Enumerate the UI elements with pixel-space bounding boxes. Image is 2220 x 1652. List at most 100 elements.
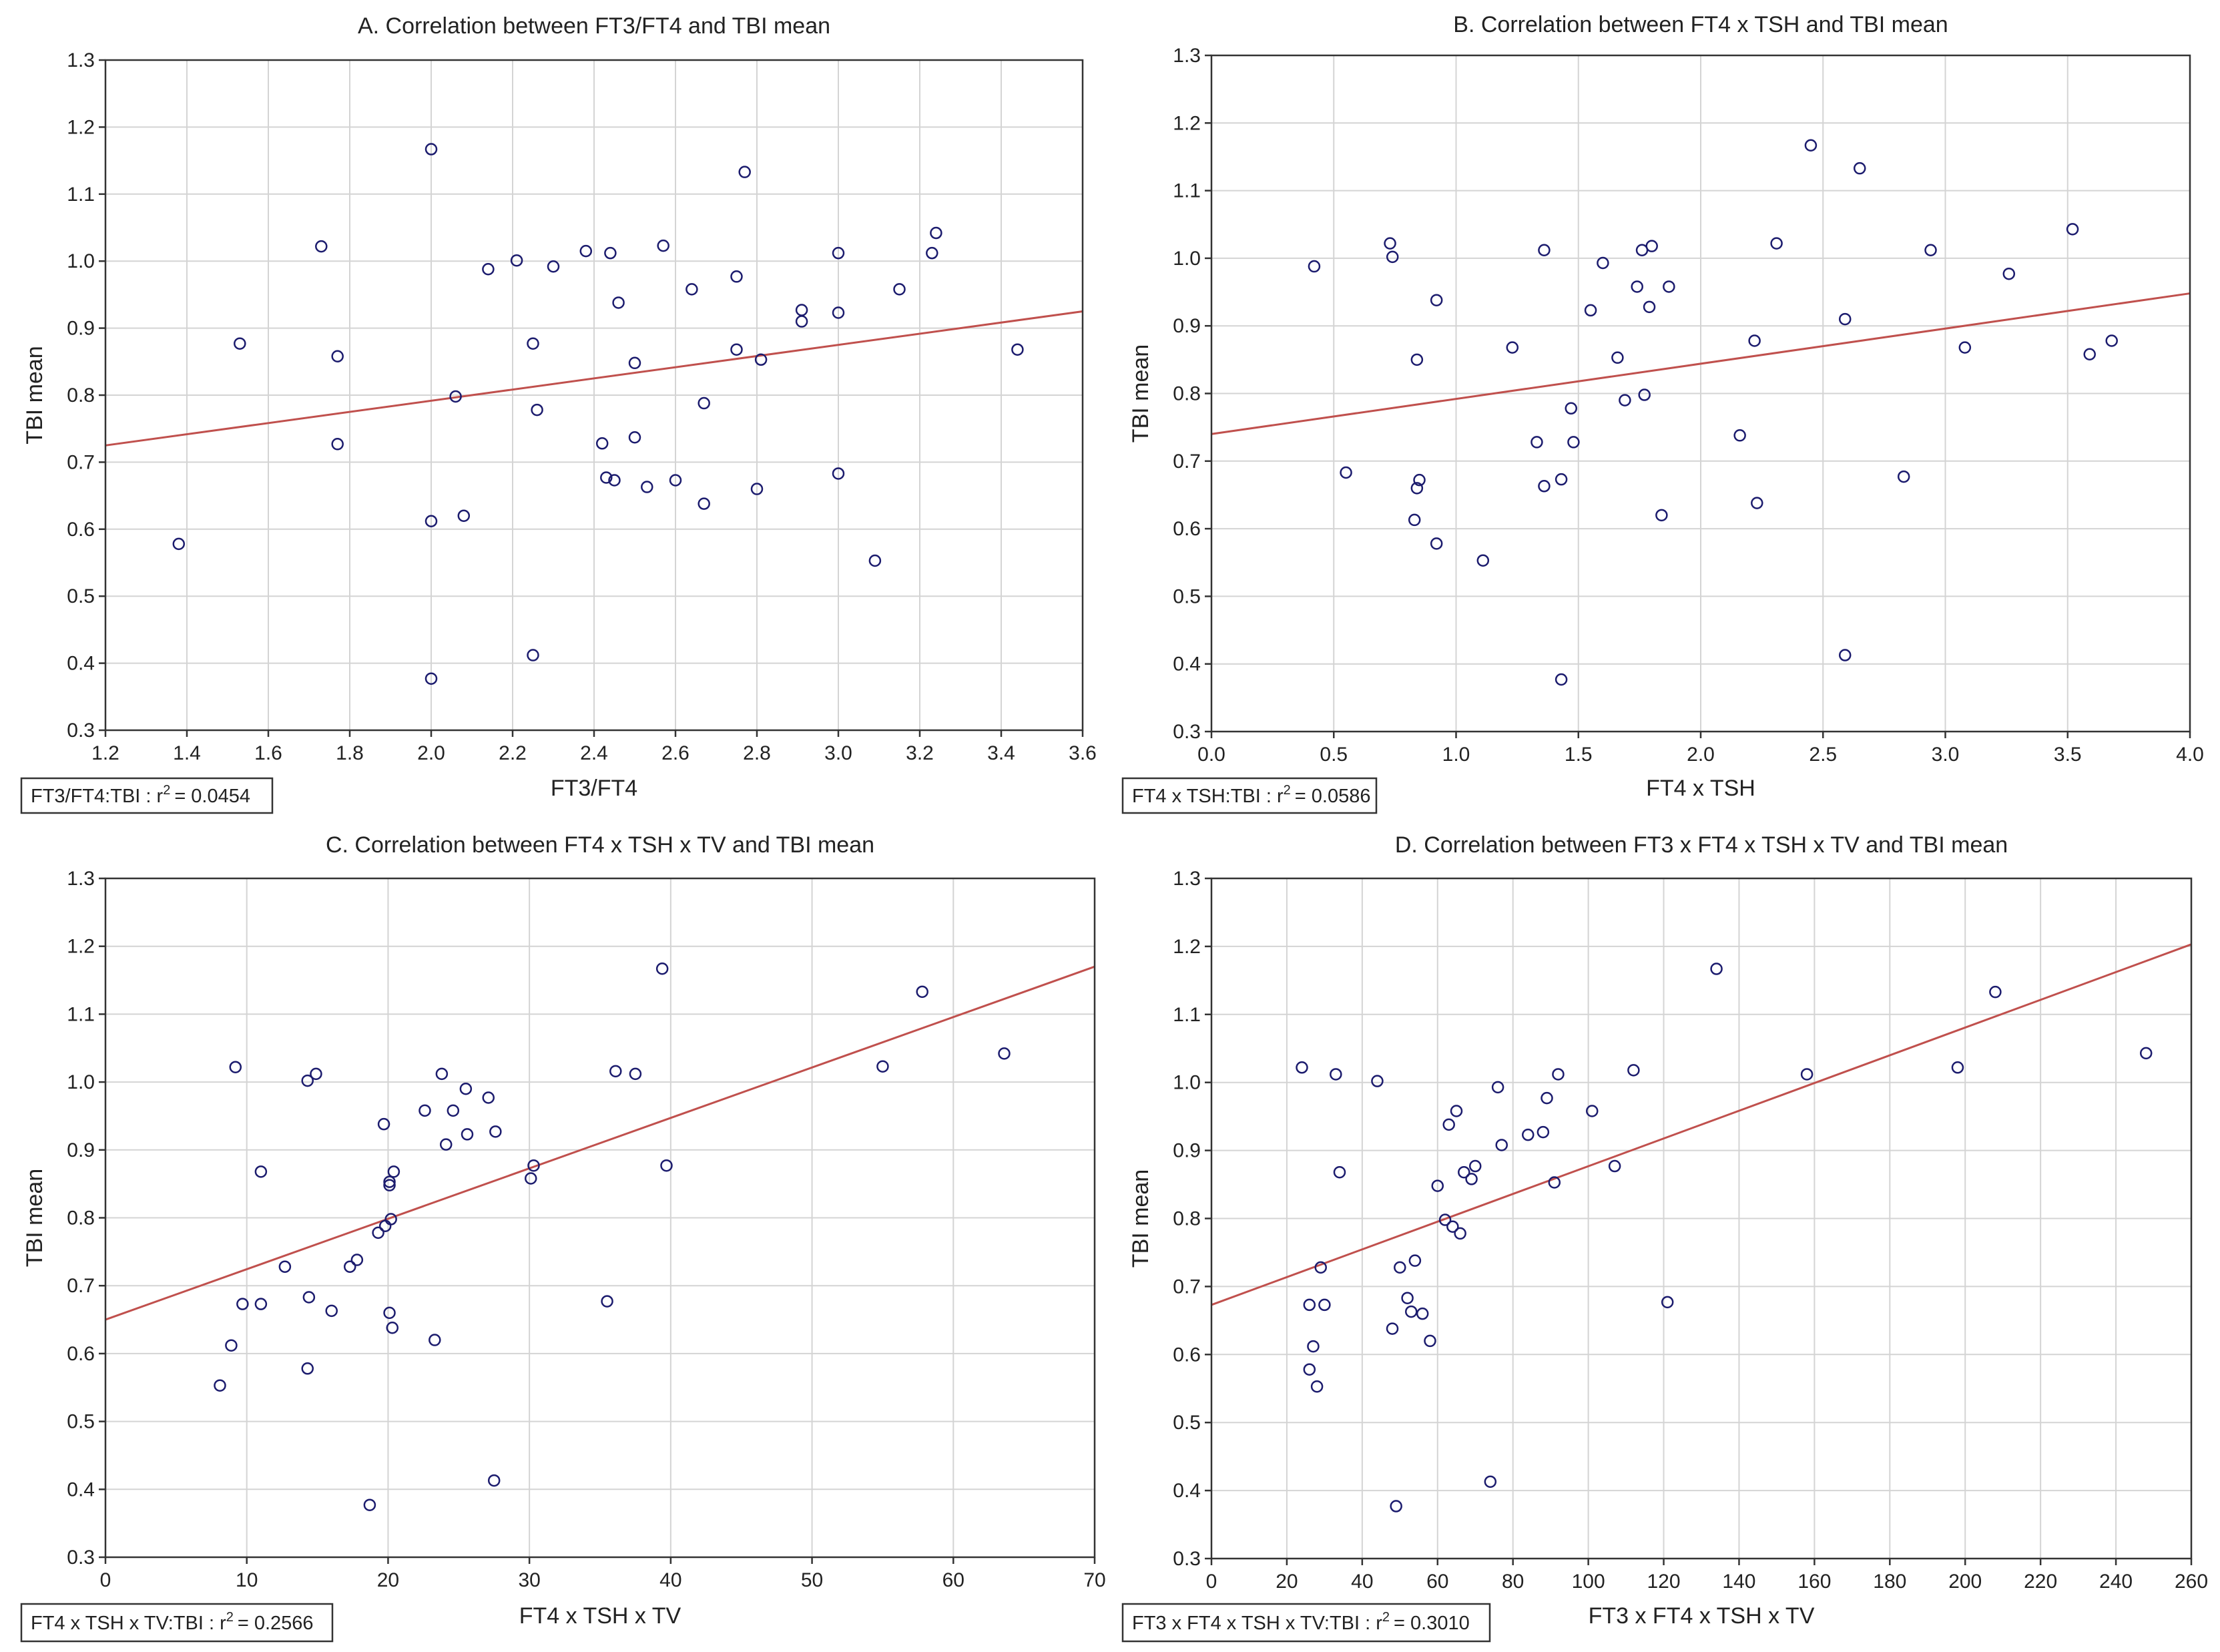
b-data-point (1413, 473, 1426, 487)
d-y-tick-label: 0.4 (1173, 1480, 1201, 1502)
b-r2-annotation-text: FT4 x TSH:TBI : r2 = 0.0586 (1132, 783, 1371, 807)
c-data-point (916, 985, 928, 999)
d-data-point (1307, 1340, 1320, 1353)
d-x-tick-label: 220 (2024, 1571, 2057, 1593)
d-data-point (1386, 1322, 1399, 1335)
a-r2-annotation-text: FT3/FT4:TBI : r2 = 0.0454 (31, 783, 250, 807)
a-x-tick-label: 2.4 (580, 742, 608, 764)
a-r2-value: = 0.0454 (174, 786, 250, 807)
b-y-tick-label: 1.1 (1173, 180, 1201, 202)
a-data-point (579, 244, 593, 258)
a-data-point (628, 431, 641, 444)
c-r2-separator: : (204, 1613, 220, 1634)
a-x-tick-label: 1.6 (254, 742, 282, 764)
a-data-point (893, 283, 906, 296)
b-y-tick-label: 1.0 (1173, 248, 1201, 270)
b-data-point (1838, 312, 1852, 326)
d-y-tick-label: 0.3 (1173, 1548, 1201, 1570)
c-data-point (363, 1498, 376, 1511)
a-x-tick-label: 3.0 (824, 742, 852, 764)
b-y-axis-label: TBI mean (1128, 344, 1153, 443)
a-r2-annotation: FT3/FT4:TBI : r2 = 0.0454 (20, 777, 274, 814)
a-y-tick-label: 0.3 (67, 720, 95, 742)
b-data-point (1567, 436, 1580, 449)
d-data-point (1431, 1179, 1444, 1192)
b-data-point (1645, 240, 1658, 252)
d-data-point (1318, 1298, 1331, 1312)
d-y-tick-label: 0.9 (1173, 1140, 1201, 1162)
d-x-axis-label: FT3 x FT4 x TSH x TV (1589, 1603, 1815, 1629)
c-data-point (310, 1067, 322, 1081)
a-y-tick-label: 0.4 (67, 653, 95, 675)
c-data-point (350, 1254, 364, 1266)
d-data-point (1800, 1068, 1814, 1081)
d-data-point (1446, 1220, 1459, 1233)
b-data-point (1597, 256, 1609, 270)
d-x-tick-label: 0 (1206, 1571, 1217, 1593)
d-data-point (1468, 1159, 1482, 1173)
b-data-point (1584, 304, 1597, 317)
a-r2-symbol: r (157, 786, 164, 807)
c-data-point (229, 1061, 242, 1073)
d-data-point (2139, 1047, 2153, 1060)
a-data-point (795, 315, 808, 328)
d-data-point (1491, 1081, 1504, 1094)
a-r2-annotation-box (20, 777, 274, 814)
a-y-tick-label: 0.5 (67, 585, 95, 607)
b-r2-label: FT4 x TSH:TBI (1132, 786, 1261, 807)
c-data-point (302, 1291, 316, 1304)
d-r2-annotation-box (1121, 1603, 1491, 1643)
c-y-tick-label: 1.0 (67, 1071, 95, 1093)
b-data-point (1733, 429, 1746, 442)
d-data-point (1548, 1176, 1561, 1189)
a-data-point (527, 649, 539, 661)
c-y-tick-label: 1.1 (67, 1003, 95, 1025)
b-x-tick-label: 4.0 (2176, 744, 2204, 766)
a-x-tick-label: 1.4 (173, 742, 201, 764)
a-x-tick-label: 1.8 (336, 742, 364, 764)
b-data-point (1410, 353, 1424, 366)
a-x-tick-label: 1.2 (91, 742, 119, 764)
b-data-point (1506, 341, 1519, 354)
b-data-point (1631, 280, 1643, 293)
c-r2-annotation: FT4 x TSH x TV:TBI : r2 = 0.2566 (20, 1603, 334, 1643)
panel-c: 0 10 20 30 40 50 60 70 0.3 0.4 0.5 0.6 0.7 0.8 0.9 1.0 1… (20, 832, 1106, 1643)
d-x-tick-label: 60 (1426, 1571, 1448, 1593)
d-y-axis-label: TBI mean (1128, 1169, 1153, 1268)
c-data-point (527, 1159, 540, 1172)
a-data-point (868, 554, 882, 567)
c-x-tick-label: 20 (377, 1569, 399, 1591)
a-data-point (698, 396, 710, 410)
a-data-point (738, 166, 751, 178)
d-data-point (1401, 1292, 1414, 1304)
a-x-axis-label: FT3/FT4 (551, 776, 637, 801)
d-r2-label: FT3 x FT4 x TSH x TV:TBI (1132, 1613, 1360, 1634)
a-data-point (527, 337, 539, 350)
b-y-tick-label: 1.2 (1173, 112, 1201, 134)
c-r2-annotation-box (20, 1603, 334, 1643)
c-y-axis-label: TBI mean (22, 1169, 47, 1267)
c-data-point (487, 1474, 501, 1487)
a-data-point (425, 515, 438, 528)
b-data-point (1638, 388, 1651, 401)
c-data-point (419, 1104, 431, 1117)
b-y-tick-label: 0.8 (1173, 383, 1201, 405)
b-y-tick-label: 0.3 (1173, 721, 1201, 743)
d-data-point (1296, 1061, 1308, 1074)
b-data-point (1386, 250, 1399, 264)
c-data-point (609, 1065, 622, 1078)
a-r2-label: FT3/FT4:TBI (31, 786, 140, 807)
b-data-point (1958, 341, 1972, 354)
d-data-point (1303, 1298, 1316, 1312)
b-y-tick-label: 0.4 (1173, 653, 1201, 675)
c-data-point (459, 1083, 473, 1095)
b-data-point (1770, 237, 1783, 250)
c-data-point (461, 1128, 474, 1141)
c-data-point (447, 1104, 460, 1117)
a-data-point (669, 474, 682, 487)
b-data-point (1611, 351, 1624, 364)
a-data-point (425, 672, 438, 685)
d-y-tick-label: 0.5 (1173, 1412, 1201, 1434)
d-data-point (1627, 1064, 1640, 1077)
panel-d: 0 20 40 60 80 100 120 140 160 180 200 220 240 260 0.3 0… (1121, 832, 2208, 1643)
